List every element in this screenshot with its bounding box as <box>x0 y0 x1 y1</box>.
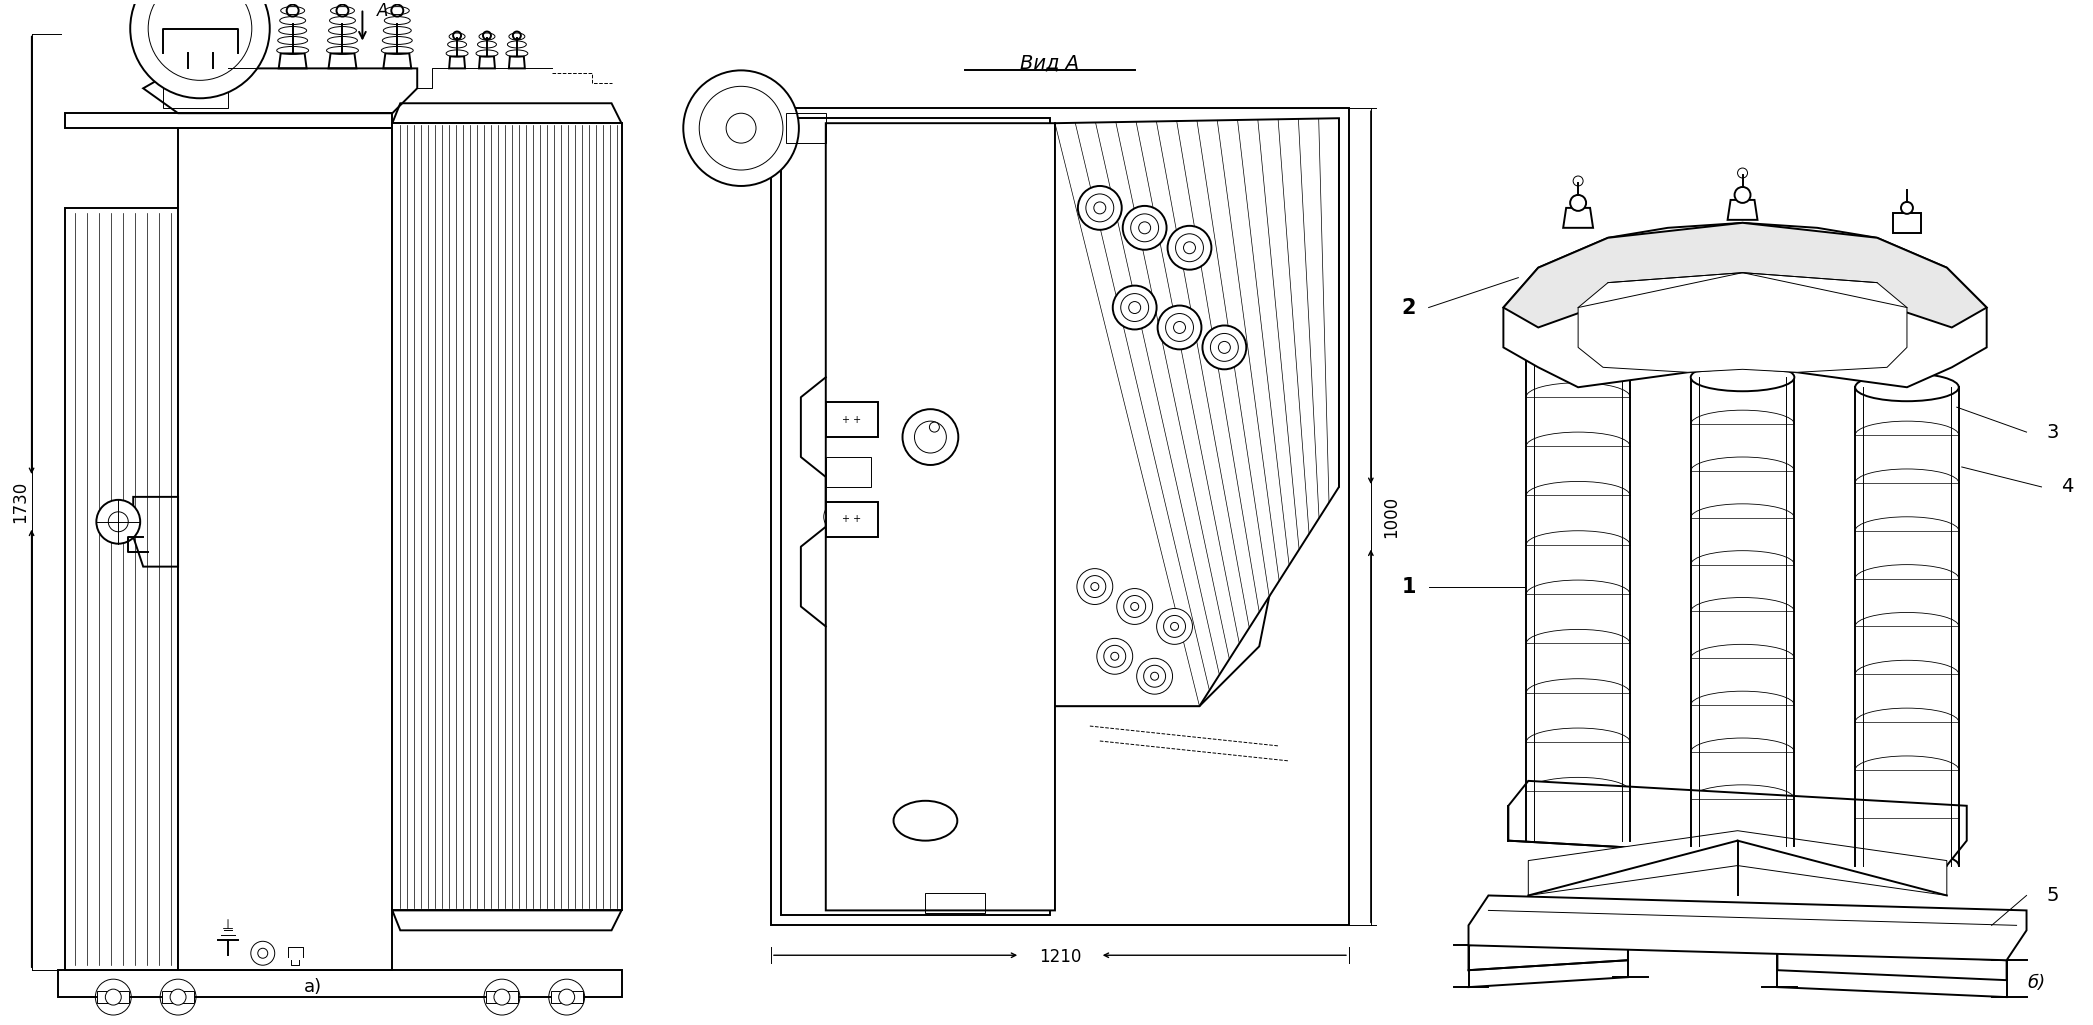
Circle shape <box>559 989 576 1006</box>
Bar <box>925 894 986 913</box>
Bar <box>770 109 1348 926</box>
Circle shape <box>1078 186 1122 230</box>
Circle shape <box>1136 658 1172 694</box>
Text: Вид A: Вид A <box>1021 54 1080 73</box>
Bar <box>98 991 130 1003</box>
Ellipse shape <box>1854 373 1959 401</box>
Polygon shape <box>1563 208 1593 228</box>
Ellipse shape <box>894 801 957 840</box>
Polygon shape <box>1727 200 1758 219</box>
Ellipse shape <box>1691 363 1794 392</box>
Text: а): а) <box>303 978 322 996</box>
Bar <box>1892 213 1921 233</box>
Text: 1: 1 <box>1402 576 1417 597</box>
Polygon shape <box>781 118 1051 915</box>
Bar <box>391 123 622 910</box>
Text: б): б) <box>2028 974 2045 992</box>
Bar <box>827 502 877 537</box>
Polygon shape <box>178 128 391 971</box>
Circle shape <box>494 989 511 1006</box>
Bar <box>827 457 871 487</box>
Text: 1210: 1210 <box>1038 948 1082 967</box>
Circle shape <box>1203 326 1245 369</box>
Ellipse shape <box>1526 333 1630 362</box>
Polygon shape <box>1055 118 1340 706</box>
Text: 1000: 1000 <box>1381 496 1400 538</box>
Circle shape <box>1157 305 1201 350</box>
Circle shape <box>1900 202 1913 214</box>
Text: 4: 4 <box>2062 478 2074 496</box>
Circle shape <box>929 422 940 433</box>
Text: + +: + + <box>841 415 860 425</box>
Polygon shape <box>65 208 178 971</box>
Polygon shape <box>827 123 1308 910</box>
Polygon shape <box>1578 273 1907 372</box>
Circle shape <box>1122 206 1166 250</box>
Polygon shape <box>1528 830 1946 896</box>
Polygon shape <box>1503 222 1986 387</box>
Text: ⊥: ⊥ <box>222 918 234 933</box>
Circle shape <box>170 989 186 1006</box>
Polygon shape <box>1777 950 2007 980</box>
Text: 5: 5 <box>2047 886 2060 905</box>
Text: 2: 2 <box>1402 297 1417 318</box>
Bar <box>486 991 517 1003</box>
Circle shape <box>1168 226 1212 270</box>
Bar <box>161 991 195 1003</box>
Text: 3: 3 <box>2047 422 2060 442</box>
Bar <box>827 402 877 437</box>
Circle shape <box>1078 569 1113 605</box>
Polygon shape <box>1503 222 1986 327</box>
Circle shape <box>1097 639 1132 674</box>
Polygon shape <box>1469 896 2026 960</box>
Polygon shape <box>1469 936 1628 971</box>
Text: 1730: 1730 <box>10 481 29 523</box>
Bar <box>550 991 582 1003</box>
Circle shape <box>1118 588 1153 624</box>
Circle shape <box>902 409 959 465</box>
Circle shape <box>105 989 121 1006</box>
Circle shape <box>130 0 270 98</box>
Circle shape <box>1735 187 1750 203</box>
Circle shape <box>96 500 140 543</box>
Text: + +: + + <box>841 514 860 524</box>
Circle shape <box>1157 609 1193 645</box>
Circle shape <box>1570 195 1586 211</box>
Text: A: A <box>377 2 389 19</box>
Circle shape <box>1113 286 1157 329</box>
Circle shape <box>825 502 854 532</box>
Polygon shape <box>1509 781 1967 865</box>
Circle shape <box>682 71 800 186</box>
